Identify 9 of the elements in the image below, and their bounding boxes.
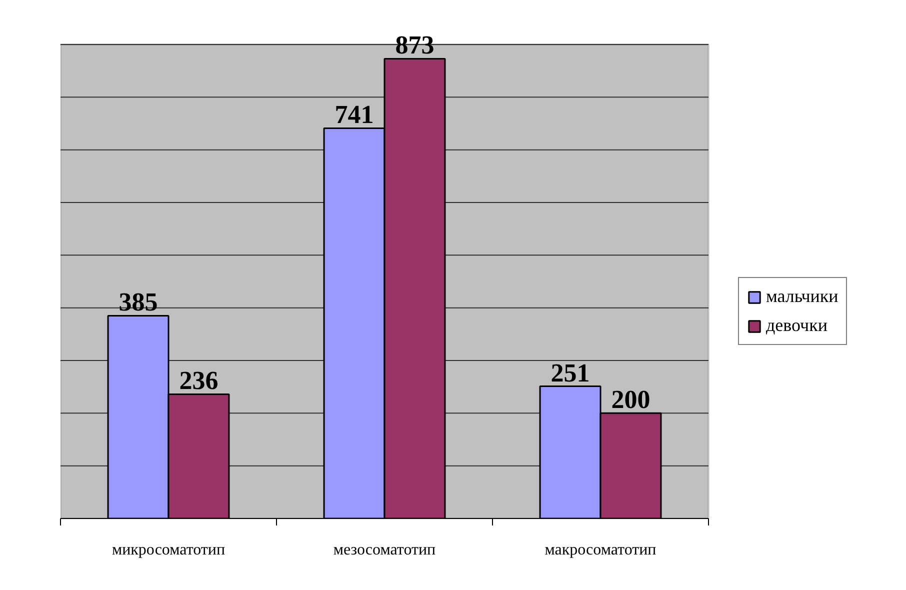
data-label: 741 [334, 100, 374, 130]
data-label: 200 [611, 385, 650, 414]
data-label: 236 [179, 366, 218, 396]
data-label: 251 [550, 358, 590, 388]
legend-label: мальчики [766, 286, 838, 307]
x-tick-label: макросоматотип [544, 542, 657, 558]
legend-label: девочки [766, 315, 828, 336]
x-tick-label: мезосоматотип [333, 542, 436, 558]
x-tick-label: микросоматотип [112, 542, 226, 558]
